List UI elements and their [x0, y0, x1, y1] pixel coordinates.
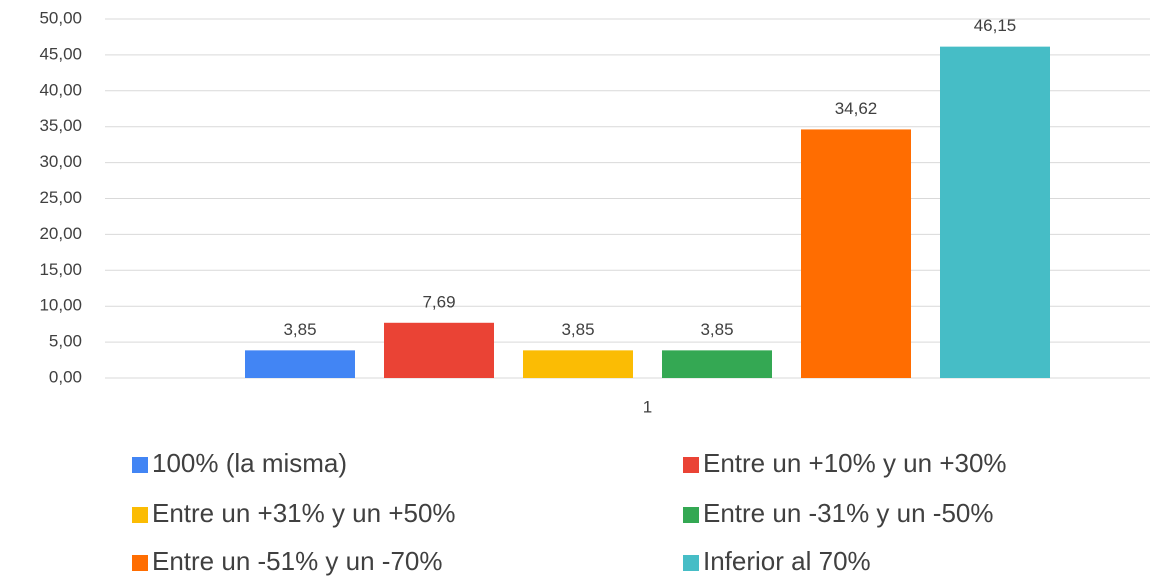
legend-swatch [132, 457, 148, 473]
data-label: 3,85 [561, 320, 594, 339]
y-tick-label: 20,00 [39, 224, 82, 243]
bar [245, 350, 355, 378]
y-tick-label: 35,00 [39, 116, 82, 135]
y-tick-label: 15,00 [39, 260, 82, 279]
legend-label: Entre un +10% y un +30% [703, 448, 1007, 478]
legend-swatch [683, 507, 699, 523]
legend-label: 100% (la misma) [152, 448, 347, 478]
y-tick-label: 5,00 [49, 332, 82, 351]
bar [940, 46, 1050, 378]
data-label: 7,69 [422, 292, 455, 311]
y-tick-label: 25,00 [39, 188, 82, 207]
y-tick-label: 40,00 [39, 80, 82, 99]
y-tick-label: 0,00 [49, 367, 82, 386]
bar [662, 350, 772, 378]
bar [801, 129, 911, 378]
y-tick-label: 30,00 [39, 152, 82, 171]
y-tick-label: 45,00 [39, 44, 82, 63]
bar [384, 322, 494, 378]
data-label: 46,15 [974, 16, 1017, 35]
legend-label: Entre un -51% y un -70% [152, 546, 443, 576]
legend-label: Entre un -31% y un -50% [703, 498, 994, 528]
legend-swatch [683, 555, 699, 571]
data-label: 3,85 [283, 320, 316, 339]
data-label: 34,62 [835, 99, 878, 118]
legend-swatch [683, 457, 699, 473]
data-label: 3,85 [700, 320, 733, 339]
legend-swatch [132, 507, 148, 523]
y-tick-label: 10,00 [39, 296, 82, 315]
x-tick-label: 1 [643, 397, 652, 416]
legend-label: Entre un +31% y un +50% [152, 498, 456, 528]
legend-label: Inferior al 70% [703, 546, 871, 576]
bar [523, 350, 633, 378]
y-tick-label: 50,00 [39, 8, 82, 27]
legend-swatch [132, 555, 148, 571]
